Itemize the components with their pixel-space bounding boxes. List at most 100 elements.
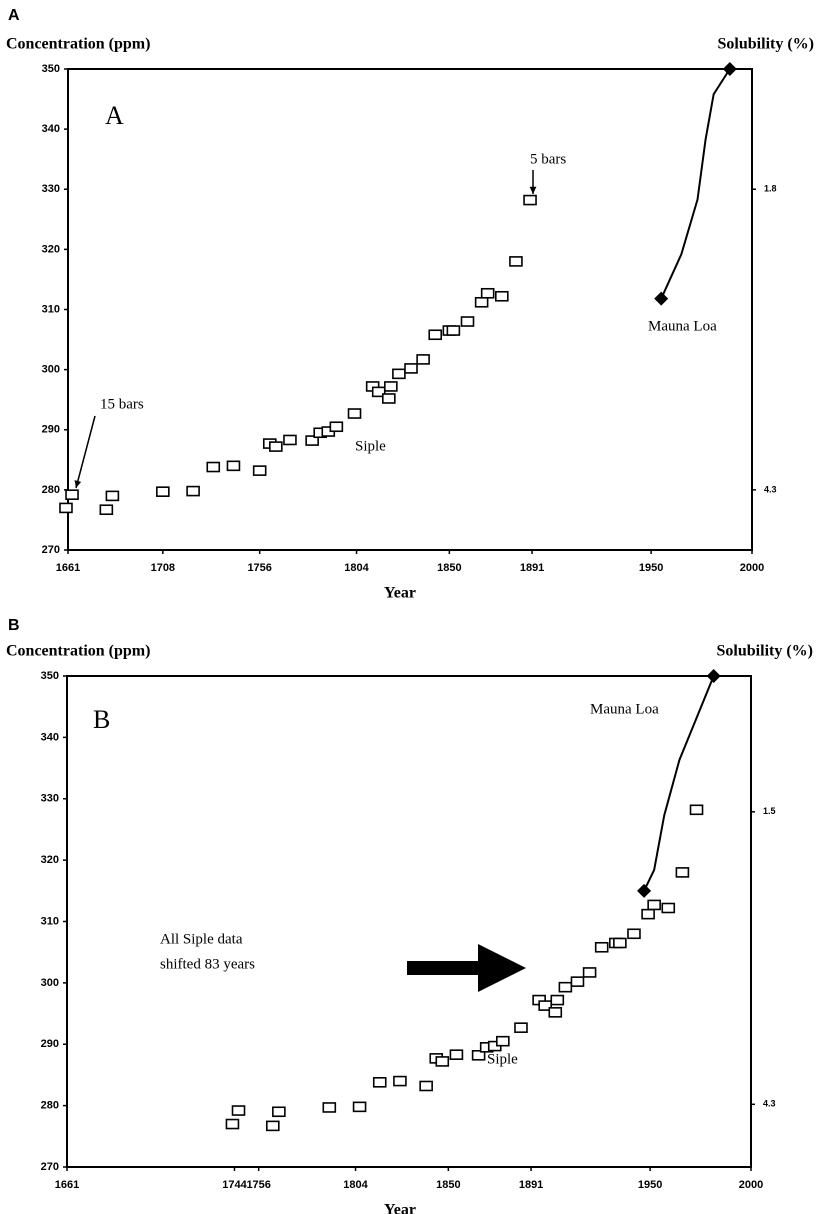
y-tick-label: 290 [42,424,60,436]
x-tick-label: 2000 [739,1179,763,1191]
data-point [231,1105,246,1116]
data-point [226,460,241,472]
y-tick-label: 300 [41,977,59,989]
y-tick-label: 310 [42,303,60,315]
x-axis-title: Year [384,585,416,602]
data-point [689,804,704,816]
y-tick-label: 320 [41,854,59,866]
x-tick-label: 1950 [638,1179,662,1191]
data-point [570,976,585,987]
data-point [99,504,114,516]
y2-tick-label: 1.8 [764,184,777,194]
data-point [675,867,690,878]
data-point [523,194,537,206]
data-point [495,290,509,302]
x-tick-label: 1708 [151,562,175,574]
endpoint-marker [654,291,669,306]
endpoint-marker [706,669,721,683]
y2-tick-label: 4.3 [764,484,777,494]
data-point [480,287,495,299]
data-point [509,256,523,267]
data-point [305,435,319,446]
data-point [550,994,565,1006]
y-tick-label: 310 [41,915,59,927]
x-tick-label: 1891 [519,1179,543,1191]
data-point [269,441,283,452]
plot-label: B [93,705,110,734]
x-tick-label: 1756 [246,1179,270,1191]
data-point [582,967,597,978]
data-point [404,363,418,374]
data-point [384,381,398,392]
data-point [59,502,73,514]
data-point [392,368,406,380]
x-tick-label: 1950 [639,562,663,574]
series-label: Mauna Loa [590,701,659,717]
data-point [474,296,489,308]
y2-axis-title: Solubility (%) [717,643,813,660]
data-point [266,1120,280,1132]
y-tick-label: 340 [42,123,60,135]
series-label: Siple [355,438,386,454]
x-tick-label: 2000 [740,562,764,574]
data-line [660,68,731,300]
data-point [538,1000,552,1011]
arrow-head [529,186,537,194]
data-point [252,465,267,476]
data-point [393,1075,407,1087]
data-point [371,386,386,398]
data-point [225,1118,240,1130]
data-point [272,1106,286,1118]
arrow-head [74,480,82,488]
data-point [449,1049,464,1060]
data-point [641,908,655,920]
x-tick-label: 1661 [56,562,80,574]
data-point [613,937,627,949]
y-tick-label: 330 [42,183,60,195]
y-tick-label: 280 [42,484,60,496]
data-point [186,485,200,497]
data-point [105,490,120,502]
data-line [643,675,715,892]
data-point [435,1056,450,1067]
data-point [283,434,297,446]
plot-label: A [105,101,124,130]
panel-label: A [8,7,20,24]
data-point [548,1007,563,1018]
x-tick-label: 1804 [343,1179,368,1191]
data-point [322,1102,337,1113]
panel-label: B [8,617,20,634]
y2-axis-title: Solubility (%) [718,36,814,53]
y-tick-label: 350 [41,670,59,682]
series-label: Siple [487,1051,518,1067]
data-point [382,393,396,404]
y-tick-label: 330 [41,793,59,805]
data-point [627,928,641,940]
data-point [416,354,430,365]
y2-tick-label: 1.5 [763,806,776,816]
data-point [514,1022,528,1033]
data-point [428,329,443,341]
y-tick-label: 270 [41,1161,59,1173]
data-point [372,1077,387,1088]
data-point [460,316,475,327]
data-point [647,899,661,911]
y-tick-label: 290 [41,1038,59,1050]
data-point [65,489,79,500]
y-tick-label: 340 [41,731,59,743]
x-tick-label: 1661 [55,1179,79,1191]
data-point [156,486,170,497]
y2-tick-label: 4.3 [763,1099,776,1109]
series-label: Mauna Loa [648,318,717,334]
annotation: shifted 83 years [160,956,255,972]
x-tick-label: 1850 [437,562,461,574]
data-point [661,902,676,914]
y-tick-label: 350 [42,63,60,75]
y-tick-label: 280 [41,1100,59,1112]
annotation: 5 bars [530,151,566,167]
data-point [558,981,573,993]
y-tick-label: 300 [42,364,60,376]
plot-frame [66,675,752,1168]
